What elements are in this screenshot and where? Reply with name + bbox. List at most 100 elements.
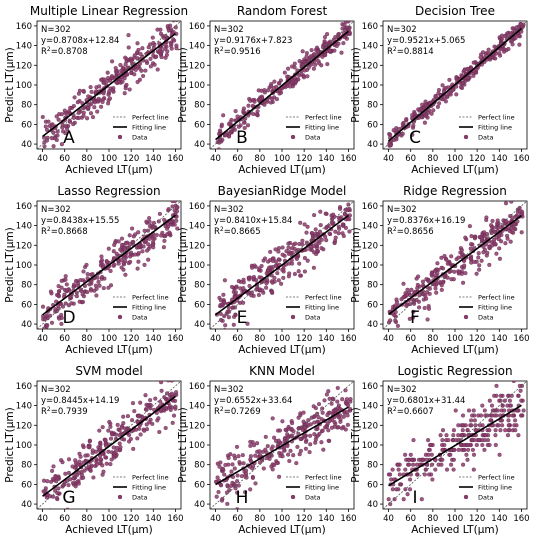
fit-equation: y=0.9176x+7.823 [214, 36, 292, 46]
chart-title: Lasso Regression [57, 184, 160, 198]
data-point [235, 507, 240, 509]
data-point [128, 436, 133, 442]
data-point [63, 471, 68, 476]
data-point [466, 408, 472, 413]
data-point [407, 487, 413, 492]
data-point [492, 393, 497, 398]
legend: Perfect line Fitting line Data [286, 294, 342, 322]
data-point [302, 269, 307, 274]
data-point [480, 403, 485, 408]
y-axis-label: Predict LT(μm) [4, 227, 16, 302]
data-point [225, 501, 230, 506]
data-point [166, 207, 171, 212]
data-point [286, 66, 291, 71]
data-point [112, 242, 117, 248]
x-tick-label: 40 [37, 334, 48, 344]
fit-equation: y=0.8445x+14.19 [41, 396, 119, 406]
x-axis-label: Achieved LT(μm) [411, 344, 498, 356]
data-point [135, 64, 140, 69]
data-point [74, 290, 79, 295]
data-point [264, 285, 269, 290]
data-point [451, 277, 456, 282]
data-point [125, 65, 130, 70]
data-point [172, 208, 177, 213]
data-point [77, 459, 82, 464]
data-point [280, 419, 285, 424]
data-point [175, 226, 180, 231]
y-axis-label: Predict LT(μm) [350, 47, 362, 122]
data-point [442, 442, 447, 448]
data-point [494, 225, 499, 230]
data-point [341, 233, 346, 239]
data-point [305, 224, 310, 229]
data-point [67, 118, 72, 123]
data-point [108, 436, 114, 441]
data-point [451, 428, 456, 433]
y-tick-label: 120 [362, 421, 378, 431]
data-point [70, 464, 75, 469]
y-tick-label: 120 [16, 241, 32, 251]
data-point [420, 115, 425, 120]
data-point [114, 70, 119, 75]
data-point [90, 272, 95, 277]
data-point [346, 16, 350, 20]
data-point [158, 399, 163, 404]
data-point [248, 454, 253, 459]
data-point [310, 231, 315, 236]
data-point [316, 402, 322, 407]
legend-data-label: Data [478, 134, 494, 142]
data-point [463, 271, 468, 276]
data-point [336, 403, 341, 408]
data-point [276, 249, 281, 254]
data-point [103, 455, 108, 460]
y-tick-label: 40 [194, 320, 205, 330]
legend: Perfect line Fitting line Data [286, 114, 342, 142]
data-point [285, 432, 290, 437]
x-tick-label: 40 [210, 334, 221, 344]
data-point [246, 103, 251, 108]
data-point [498, 398, 503, 403]
data-point [235, 114, 240, 119]
data-point [157, 211, 162, 216]
data-point [159, 381, 164, 385]
data-point [146, 242, 151, 247]
data-point [103, 437, 108, 442]
data-point [100, 425, 105, 430]
legend: Perfect line Fitting line Data [459, 294, 515, 322]
data-point [163, 42, 168, 47]
y-tick-label: 100 [16, 261, 32, 271]
data-point [48, 508, 52, 509]
data-point [431, 282, 436, 287]
legend-fitting-label: Fitting line [478, 304, 512, 312]
data-point [326, 438, 331, 443]
data-point [59, 142, 64, 147]
data-point [282, 70, 287, 75]
data-point [312, 234, 317, 239]
panel-letter: B [236, 128, 248, 148]
data-point [519, 230, 524, 235]
data-point [311, 265, 316, 270]
data-point [163, 425, 168, 431]
data-point [104, 259, 109, 265]
y-tick-label: 60 [367, 300, 378, 310]
data-point [81, 88, 86, 93]
data-point [459, 248, 464, 253]
data-point [440, 266, 446, 271]
data-point [466, 447, 471, 452]
data-point [290, 421, 295, 426]
fit-equation: y=0.8708x+12.84 [41, 36, 119, 46]
data-point [443, 86, 448, 91]
sample-count: N=302 [214, 25, 244, 35]
data-point [236, 279, 241, 284]
data-point [404, 303, 409, 308]
data-point [106, 285, 111, 290]
data-point [127, 241, 132, 247]
data-point [126, 45, 131, 50]
fitting-line [215, 30, 349, 141]
data-point [263, 434, 268, 439]
data-point [169, 46, 174, 51]
data-point [335, 399, 340, 404]
data-point [133, 252, 138, 257]
data-point [298, 273, 303, 278]
legend-perfect-label: Perfect line [478, 114, 515, 122]
